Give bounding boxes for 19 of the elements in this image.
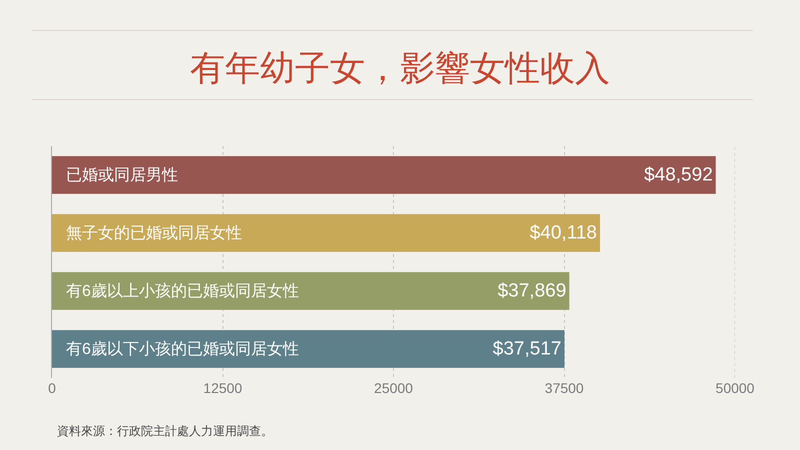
y-tick-label: 無子女的已婚或同居女性 [66, 224, 242, 242]
bar [52, 272, 570, 310]
data-label: $48,592 [644, 164, 713, 186]
y-tick-label: 有6歲以上小孩的已婚或同居女性 [66, 282, 299, 300]
x-tick-label: 37500 [544, 380, 584, 396]
x-tick-label: 25000 [374, 380, 414, 396]
data-label: $40,118 [530, 222, 598, 244]
x-tick-label: 50000 [716, 380, 755, 396]
chart-title: 有年幼子女，影響女性收入 [190, 48, 610, 88]
data-label: $37,869 [498, 280, 566, 302]
x-tick-label: 12500 [203, 380, 242, 396]
data-label: $37,517 [492, 338, 562, 360]
bar [52, 214, 600, 252]
y-tick-label: 有6歲以下小孩的已婚或同居女性 [66, 340, 299, 358]
bar [52, 330, 564, 368]
bar [52, 156, 716, 194]
source-note: 資料來源：行政院主計處人力運用調查。 [57, 424, 273, 438]
y-tick-label: 已婚或同居男性 [66, 166, 178, 184]
x-tick-label: 0 [48, 380, 56, 396]
